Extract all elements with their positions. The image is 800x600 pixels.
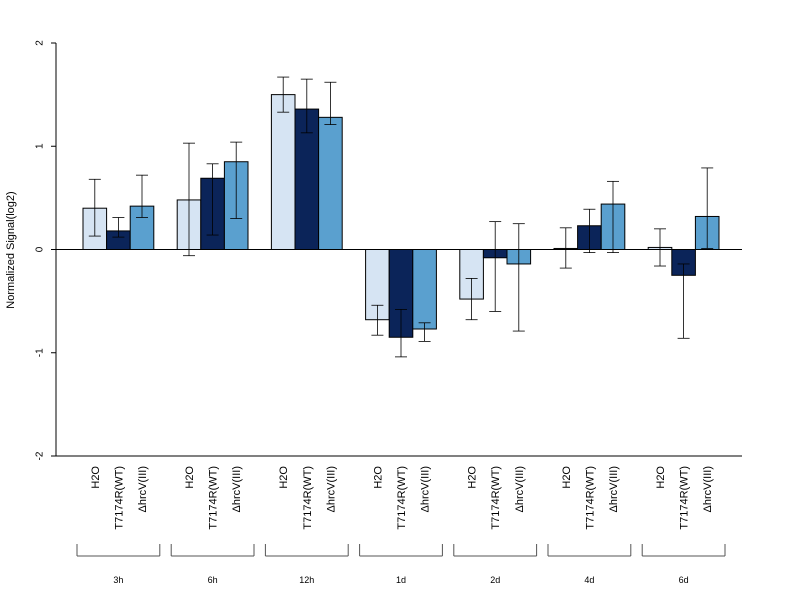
- category-label: ΔhrcV(III): [702, 466, 714, 512]
- group-bracket: [641, 544, 726, 557]
- error-bar: [371, 304, 384, 336]
- error-bar: [88, 178, 101, 237]
- error-bar: [206, 163, 219, 236]
- category-label: H2O: [372, 466, 384, 489]
- category-label: H2O: [184, 466, 196, 489]
- category-label: H2O: [90, 466, 102, 489]
- category-label: ΔhrcV(III): [325, 466, 337, 512]
- category-label: H2O: [655, 466, 667, 489]
- group-bracket: [453, 544, 538, 557]
- group-label: 2d: [490, 575, 500, 585]
- group-label: 6h: [208, 575, 218, 585]
- category-label: H2O: [467, 466, 479, 489]
- y-axis-label: Normalized Signal(log2): [5, 191, 17, 308]
- error-bar: [465, 278, 478, 321]
- category-label: ΔhrcV(III): [231, 466, 243, 512]
- error-bar: [512, 223, 525, 332]
- y-tick-label: -1: [35, 348, 46, 357]
- error-bar: [277, 76, 290, 113]
- category-label: T7174R(WT): [490, 466, 502, 530]
- error-bars: [88, 76, 714, 358]
- group-labels: 3h 6h 12h 1d 2d 4d 6d: [76, 544, 726, 585]
- y-tick-label: 0: [35, 246, 46, 252]
- bar: [270, 94, 296, 250]
- category-label: ΔhrcV(III): [514, 466, 526, 512]
- error-bar: [489, 221, 502, 312]
- error-bar: [418, 322, 431, 342]
- group-bracket: [264, 544, 349, 557]
- error-bar: [183, 142, 195, 257]
- group-bracket: [359, 544, 443, 557]
- category-label: ΔhrcV(III): [608, 466, 620, 512]
- y-tick-label: 2: [35, 40, 46, 46]
- error-bar: [324, 81, 337, 125]
- error-bar: [136, 174, 148, 218]
- group-bracket: [76, 544, 161, 557]
- y-tick-label: 1: [35, 143, 46, 149]
- bar: [318, 116, 343, 250]
- group-label: 1d: [396, 575, 406, 585]
- bar: [412, 249, 437, 330]
- error-bar: [230, 141, 243, 219]
- category-label: T7174R(WT): [302, 466, 314, 530]
- group-bracket: [170, 544, 255, 557]
- group-bracket: [547, 544, 632, 557]
- error-bar: [300, 78, 313, 134]
- error-bar: [654, 228, 666, 267]
- y-axis: -2 -1 0 1 2: [35, 40, 57, 460]
- category-label: ΔhrcV(III): [420, 466, 432, 512]
- category-label: T7174R(WT): [584, 466, 596, 530]
- error-bar: [112, 217, 125, 238]
- error-bar: [607, 180, 619, 253]
- group-label: 3h: [113, 575, 123, 585]
- category-labels: H2O T7174R(WT) ΔhrcV(III) H2O T7174R(WT) Δhrc…: [90, 466, 714, 530]
- category-label: T7174R(WT): [113, 466, 125, 530]
- error-bar: [395, 308, 407, 358]
- y-tick-label: -2: [35, 451, 46, 460]
- category-label: T7174R(WT): [396, 466, 408, 530]
- category-label: T7174R(WT): [679, 466, 691, 530]
- category-label: H2O: [561, 466, 573, 489]
- error-bar: [583, 208, 596, 253]
- category-label: ΔhrcV(III): [137, 466, 149, 512]
- category-label: T7174R(WT): [208, 466, 220, 530]
- error-bar: [559, 227, 572, 269]
- error-bar: [677, 263, 690, 339]
- bars: [82, 94, 720, 338]
- group-label: 12h: [299, 575, 314, 585]
- group-label: 4d: [584, 575, 594, 585]
- category-label: H2O: [278, 466, 290, 489]
- group-label: 6d: [679, 575, 689, 585]
- error-bar: [701, 167, 714, 249]
